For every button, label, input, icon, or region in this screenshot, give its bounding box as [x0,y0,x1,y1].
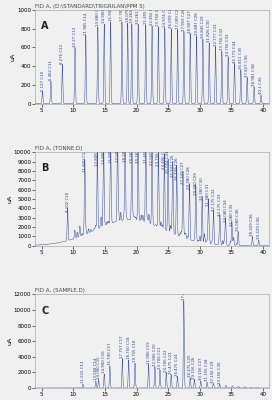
Text: FID A, (SAMPLE.D): FID A, (SAMPLE.D) [35,288,85,293]
Text: 26.009 C24: 26.009 C24 [169,5,173,28]
Text: 24.706 C22: 24.706 C22 [164,349,168,372]
Text: 31.156 C28: 31.156 C28 [205,359,209,382]
Text: C: C [41,306,48,316]
Text: 14.000 C15: 14.000 C15 [97,356,101,379]
Text: 14.900 C16: 14.900 C16 [102,1,106,23]
Text: 9.102 C10: 9.102 C10 [66,192,70,212]
Text: 23.756 C22: 23.756 C22 [156,144,160,166]
Text: 19.262 C18: 19.262 C18 [130,1,134,23]
Text: 24.974 C23: 24.974 C23 [163,4,167,27]
Text: 15.903 C17: 15.903 C17 [109,0,113,22]
Text: 20.261 C19: 20.261 C19 [136,1,140,24]
Text: 15.900 C15: 15.900 C15 [109,140,113,163]
Text: A: A [41,21,49,31]
Text: 39.329 C36: 39.329 C36 [257,217,261,240]
Text: 10.27 C13: 10.27 C13 [73,26,77,47]
Y-axis label: uA: uA [7,195,12,203]
Text: 23.756 C22: 23.756 C22 [156,4,160,26]
Text: 5.127 C10: 5.127 C10 [41,70,45,91]
Text: 13.568 C14: 13.568 C14 [94,358,98,380]
Text: 11.820 C12: 11.820 C12 [83,149,87,172]
Text: 28.380 C28: 28.380 C28 [187,166,191,189]
Text: 27.009 C25: 27.009 C25 [176,7,180,29]
Text: 25.475 C23: 25.475 C23 [169,352,173,374]
Text: 28.475 C25: 28.475 C25 [188,355,192,377]
Text: 31.380 C31: 31.380 C31 [206,183,211,206]
Text: 22.560 C21: 22.560 C21 [150,142,154,164]
Text: 8.275 C12: 8.275 C12 [60,43,64,64]
Text: 28.907 C27: 28.907 C27 [188,10,192,33]
Text: 26.475 C24: 26.475 C24 [175,353,180,376]
Text: 6.462 C11: 6.462 C11 [49,60,53,80]
Text: 30.156 C27: 30.156 C27 [199,358,203,380]
Text: 31.826 C30: 31.826 C30 [207,19,211,42]
Text: 29.156 C26: 29.156 C26 [192,356,196,379]
Text: 18.200 C17: 18.200 C17 [123,140,127,162]
Text: 36.080 C36: 36.080 C36 [236,208,240,231]
Text: 29.887 C28: 29.887 C28 [194,13,199,36]
Text: 27.475 C-IS: 27.475 C-IS [182,277,186,300]
Text: 21.455 C20: 21.455 C20 [144,2,148,24]
Text: 22.906 C20: 22.906 C20 [153,344,157,366]
Text: 24.406 C23: 24.406 C23 [162,147,166,169]
Text: 27.349 C27: 27.349 C27 [181,162,185,184]
Text: 38.329 C36: 38.329 C36 [251,213,254,236]
Text: 29.380 C29: 29.380 C29 [194,172,198,194]
Text: 30.845 C29: 30.845 C29 [201,16,205,38]
Text: 25.741 C25: 25.741 C25 [171,154,175,177]
Text: 20.261 C19: 20.261 C19 [136,140,140,163]
Text: 21.906 C19: 21.906 C19 [147,341,151,364]
Text: FID A, (D:\STANDARD\TRIGRILAN\PPM 5): FID A, (D:\STANDARD\TRIGRILAN\PPM 5) [35,4,145,9]
Text: 17.757 C17: 17.757 C17 [120,335,124,358]
Text: 32.777 C31: 32.777 C31 [214,23,218,46]
Text: 37.827 C36: 37.827 C36 [245,54,249,77]
Text: FID A, (TONNE.D): FID A, (TONNE.D) [35,146,83,151]
Text: 30.380 C30: 30.380 C30 [200,177,204,200]
Text: 18.750 C18: 18.750 C18 [126,336,131,359]
Text: 18.075 C18: 18.075 C18 [126,0,130,22]
Text: 13.808 C13: 13.808 C13 [95,143,99,166]
Text: 36.811 C35: 36.811 C35 [239,47,243,69]
Text: 19.262 C18: 19.262 C18 [130,140,134,163]
Text: 17.703 C17: 17.703 C17 [120,0,124,22]
Text: 13.880 C15: 13.880 C15 [96,4,100,26]
Text: 23.706 C21: 23.706 C21 [158,347,162,369]
Text: 22.855 C21: 22.855 C21 [150,3,154,25]
Y-axis label: uA: uA [7,337,12,345]
Text: 25.004 C24: 25.004 C24 [166,150,170,173]
Y-axis label: uA: uA [11,53,16,61]
Text: 11.515 C13: 11.515 C13 [81,361,85,383]
Text: 34.080 C34: 34.080 C34 [224,199,228,222]
Text: 34.756 C33: 34.756 C33 [226,34,230,56]
Text: 17.000 C16: 17.000 C16 [116,139,120,162]
Text: 15.790 C17: 15.790 C17 [108,343,112,366]
Text: 19.755 C18: 19.755 C18 [133,340,137,362]
Text: 33.756 C32: 33.756 C32 [220,28,224,50]
Text: 32.156 C29: 32.156 C29 [211,360,215,382]
Text: 26.349 C26: 26.349 C26 [175,157,179,180]
Text: 33.175 C33: 33.175 C33 [218,194,222,216]
Text: 38.981 C38: 38.981 C38 [252,63,256,86]
Text: 40.1 C36: 40.1 C36 [259,77,263,94]
Text: B: B [41,164,49,174]
Text: 35.080 C35: 35.080 C35 [230,204,234,226]
Text: 35.773 C34: 35.773 C34 [233,40,237,62]
Text: 14.800 C14: 14.800 C14 [102,141,106,164]
Text: 21.455 C20: 21.455 C20 [144,141,148,163]
Text: 27.959 C26: 27.959 C26 [182,8,186,31]
Text: 14.900 C16: 14.900 C16 [102,350,106,373]
Text: 11.965 C14: 11.965 C14 [84,12,88,34]
Text: 33.156 C30: 33.156 C30 [218,361,222,384]
Text: 32.175 C32: 32.175 C32 [212,189,215,211]
